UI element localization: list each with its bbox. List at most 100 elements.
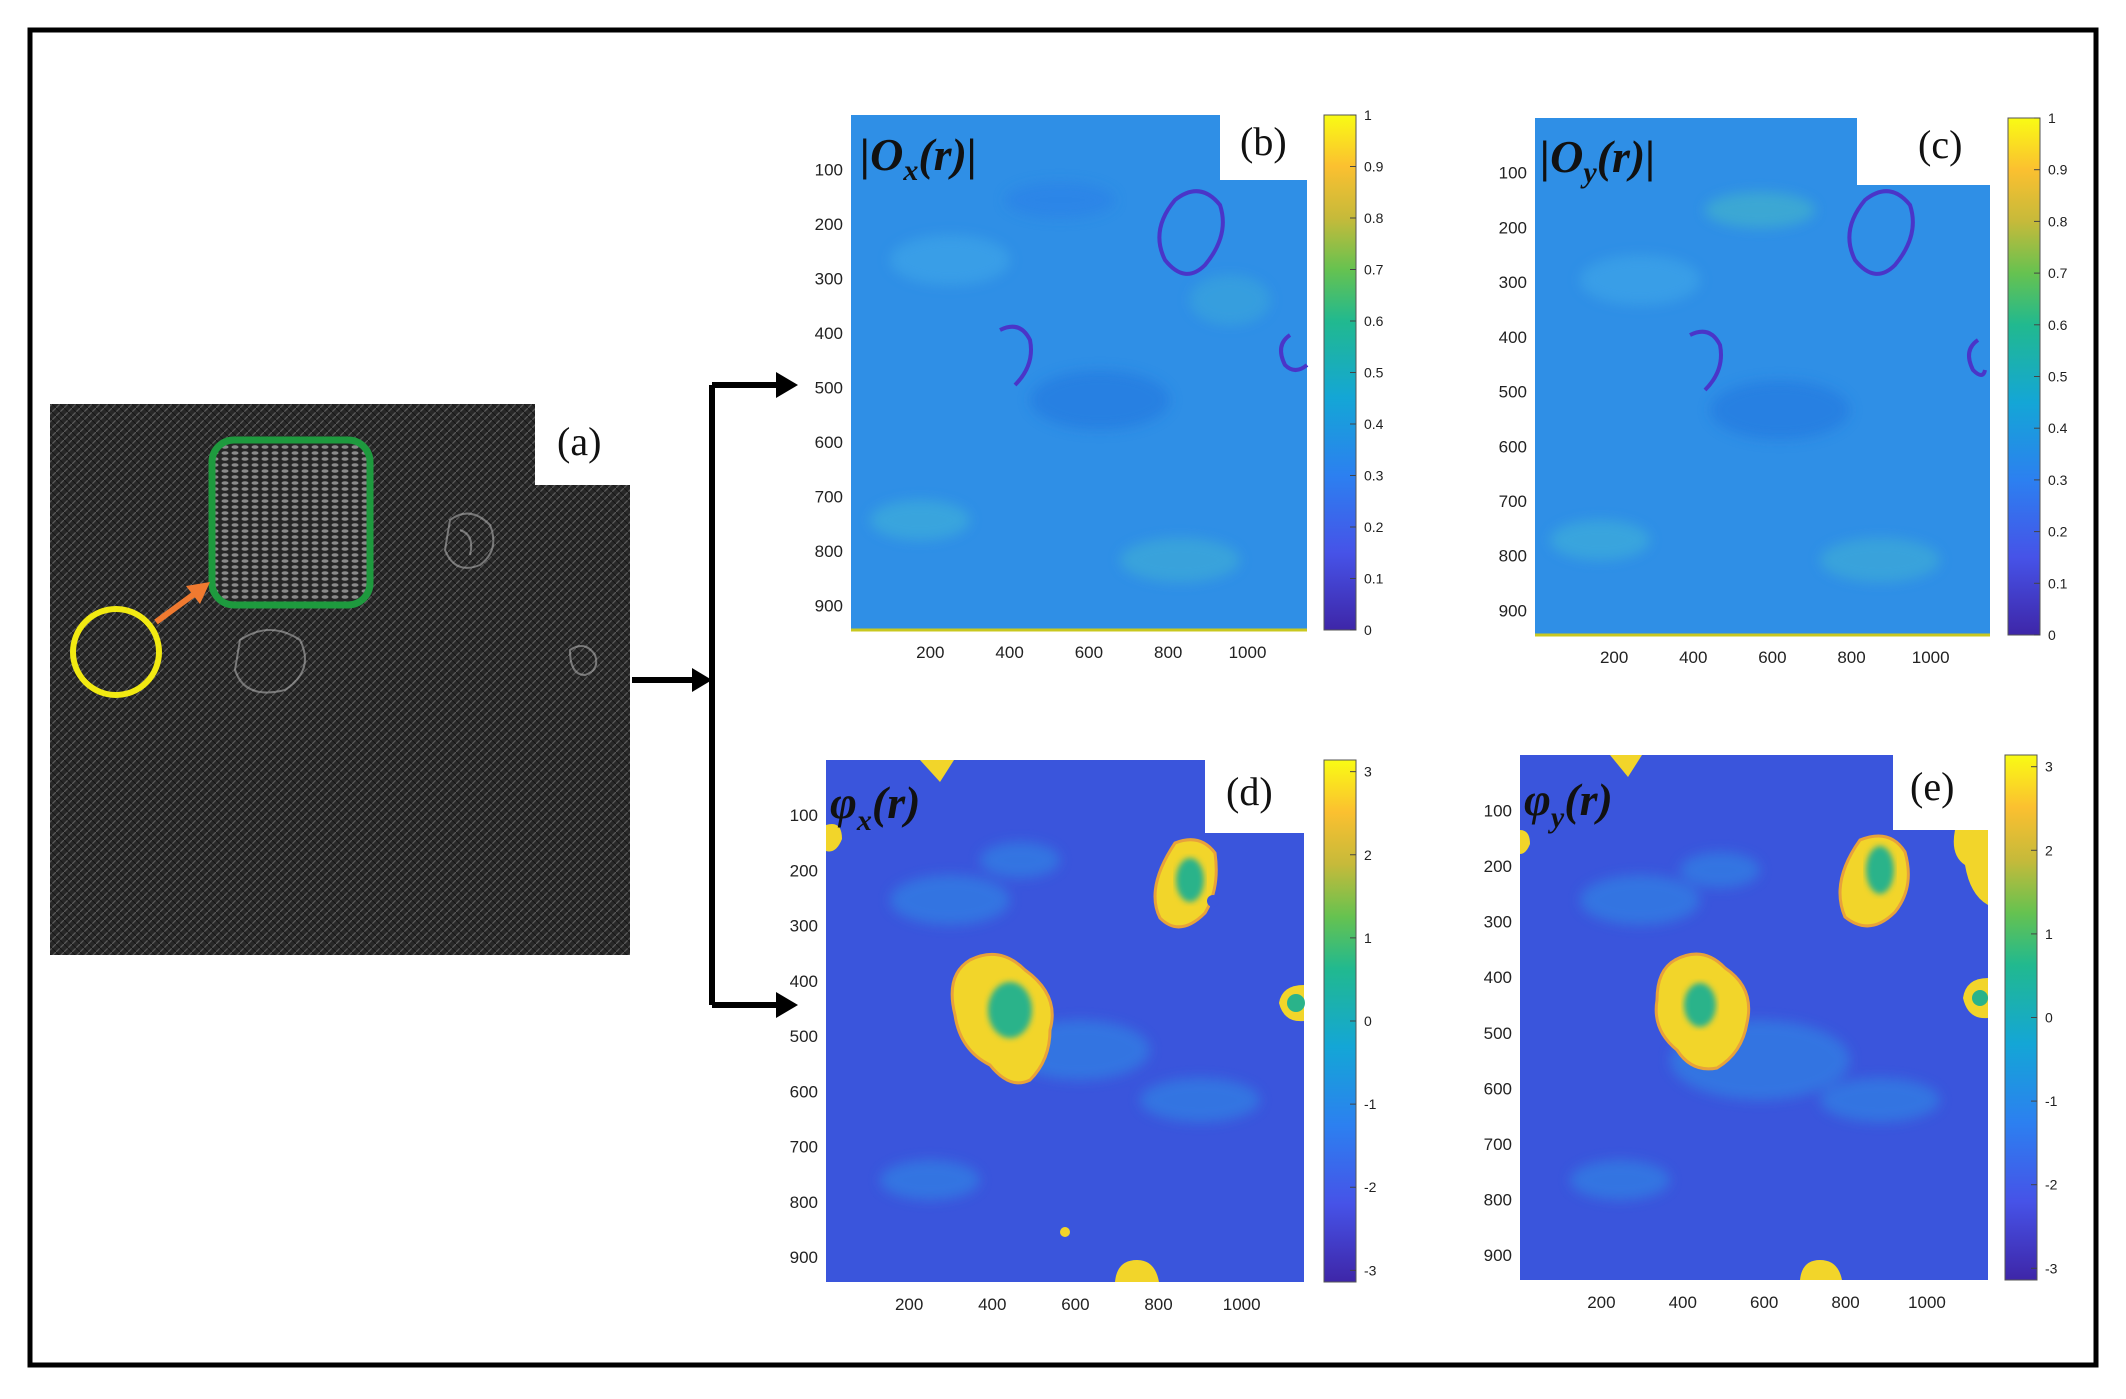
- zoom-arrow-head: [186, 582, 210, 604]
- x-tick-label: 200: [1587, 1293, 1615, 1312]
- phase-y-cells: [1520, 755, 1988, 1280]
- y-tick-label: 600: [790, 1082, 818, 1101]
- colorbar-tick-label: 0.7: [1364, 262, 1384, 278]
- colorbar-tick-label: -2: [1364, 1179, 1377, 1195]
- svg-text:φy(r): φy(r): [1524, 774, 1613, 834]
- amp-y-cell-outlines: [1689, 189, 1987, 392]
- x-tick-label: 800: [1154, 643, 1182, 662]
- x-tick-label: 1000: [1912, 648, 1950, 667]
- amp-x-texture: [870, 182, 1270, 582]
- colorbar-tick-label: 0: [2048, 627, 2056, 643]
- panel-label-d: (d): [1226, 769, 1273, 814]
- colorbar-tick-label: 0.9: [1364, 159, 1384, 175]
- colorbar-tick-label: 0: [2045, 1010, 2053, 1026]
- y-tick-label: 600: [1484, 1079, 1512, 1098]
- phase-y-image: [1520, 755, 1988, 1280]
- y-tick-label: 700: [1499, 492, 1527, 511]
- svg-text:|Ox(r)|: |Ox(r)|: [860, 129, 977, 187]
- y-tick-label: 800: [815, 542, 843, 561]
- y-tick-label: 800: [790, 1193, 818, 1212]
- selection-circle: [70, 606, 162, 698]
- x-tick-label: 400: [1669, 1293, 1697, 1312]
- x-tick-label: 800: [1837, 648, 1865, 667]
- y-tick-label: 300: [1499, 273, 1527, 292]
- y-tick-label: 300: [790, 917, 818, 936]
- y-tick-label: 500: [1484, 1024, 1512, 1043]
- colorbar-tick-label: 0.5: [2048, 369, 2068, 385]
- panel-c: |Oy(r)| (c) 100200300400500600700800900 …: [1499, 110, 2068, 667]
- phase-y-yaxis: 100 200 300 400 500 600 700 800 900: [1484, 802, 1512, 1265]
- amp-x-xaxis: 200 400 600 800 1000: [916, 643, 1266, 662]
- colorbar-tick-label: 1: [1364, 107, 1372, 123]
- colorbar-tick-label: 0.1: [1364, 571, 1384, 587]
- amp-y-yaxis: 100 200 300 400 500 600 700 800 900: [1499, 164, 1527, 621]
- y-tick-label: 800: [1484, 1190, 1512, 1209]
- y-tick-label: 900: [790, 1248, 818, 1267]
- colorbar-tick-label: 0.5: [1364, 365, 1384, 381]
- colorbar-tick-label: 0.6: [1364, 313, 1384, 329]
- colorbar-tick-label: -1: [1364, 1096, 1377, 1112]
- y-tick-label: 500: [790, 1027, 818, 1046]
- x-tick-label: 600: [1061, 1295, 1089, 1314]
- y-tick-label: 500: [1499, 383, 1527, 402]
- colorbar-tick-label: -3: [2045, 1260, 2058, 1276]
- amp-x-colorbar-ticks: 1 0.9 0.8 0.7 0.6 0.5 0.4 0.3 0.2 0.1 0: [1350, 107, 1384, 638]
- colorbar-tick-label: 0.6: [2048, 317, 2068, 333]
- phase-y-colorbar-ticks: 3 2 1 0 -1 -2 -3: [2031, 759, 2058, 1276]
- colorbar-tick-label: -1: [2045, 1093, 2058, 1109]
- amp-x-cell-outlines: [999, 189, 1309, 387]
- flow-arrow-heads: [692, 372, 798, 1018]
- colorbar-tick-label: 1: [2048, 110, 2056, 126]
- phase-x-yaxis: 100 200 300 400 500 600 700 800 900: [790, 806, 818, 1267]
- colorbar-tick-label: 0.2: [1364, 519, 1384, 535]
- y-tick-label: 100: [1484, 802, 1512, 821]
- panel-a: (a): [50, 404, 630, 955]
- colorbar-tick-label: 0.7: [2048, 265, 2068, 281]
- colorbar-tick-label: 0.3: [1364, 468, 1384, 484]
- x-tick-label: 200: [895, 1295, 923, 1314]
- phase-y-title: φy(r): [1524, 774, 1613, 834]
- colorbar-tick-label: 3: [2045, 759, 2053, 775]
- x-tick-label: 200: [1600, 648, 1628, 667]
- amp-y-image: [1535, 118, 1990, 635]
- colorbar-tick-label: -3: [1364, 1262, 1377, 1278]
- y-tick-label: 200: [1499, 218, 1527, 237]
- zoom-arrow: [154, 589, 199, 625]
- y-tick-label: 900: [815, 596, 843, 615]
- phase-x-title: φx(r): [830, 777, 920, 837]
- colorbar-tick-label: 0.2: [2048, 524, 2068, 540]
- svg-text:φx(r): φx(r): [830, 777, 920, 837]
- y-tick-label: 200: [1484, 857, 1512, 876]
- y-tick-label: 600: [815, 433, 843, 452]
- panel-b: |Ox(r)| (b) 100200300400500600700800900 …: [815, 107, 1384, 662]
- y-tick-label: 100: [790, 806, 818, 825]
- colorbar-tick-label: 0.4: [2048, 420, 2068, 436]
- amp-x-yaxis: 100 200 300 400 500 600 700 800 900: [815, 160, 843, 615]
- phase-x-cells: [826, 760, 1305, 1282]
- hologram-image: [50, 404, 630, 955]
- y-tick-label: 100: [815, 160, 843, 179]
- cell-traces: [233, 512, 598, 694]
- amp-x-title: |Ox(r)|: [860, 129, 977, 187]
- y-tick-label: 300: [1484, 913, 1512, 932]
- colorbar-tick-label: 0.8: [1364, 210, 1384, 226]
- colorbar-tick-label: 3: [1364, 764, 1372, 780]
- x-tick-label: 800: [1831, 1293, 1859, 1312]
- colorbar-tick-label: 0.1: [2048, 575, 2068, 591]
- y-tick-label: 900: [1484, 1246, 1512, 1265]
- y-tick-label: 300: [815, 269, 843, 288]
- y-tick-label: 400: [1499, 328, 1527, 347]
- flow-arrows: [632, 382, 778, 1008]
- y-tick-label: 500: [815, 378, 843, 397]
- panel-label-c: (c): [1918, 122, 1962, 167]
- colorbar-tick-label: 1: [2045, 926, 2053, 942]
- phase-x-xaxis: 200 400 600 800 1000: [895, 1295, 1261, 1314]
- amp-y-title: |Oy(r)|: [1540, 131, 1655, 189]
- panel-label-a: (a): [557, 419, 601, 464]
- zoom-inset-rect: [208, 436, 374, 609]
- colorbar-tick-label: -2: [2045, 1177, 2058, 1193]
- y-tick-label: 700: [1484, 1135, 1512, 1154]
- x-tick-label: 400: [995, 643, 1023, 662]
